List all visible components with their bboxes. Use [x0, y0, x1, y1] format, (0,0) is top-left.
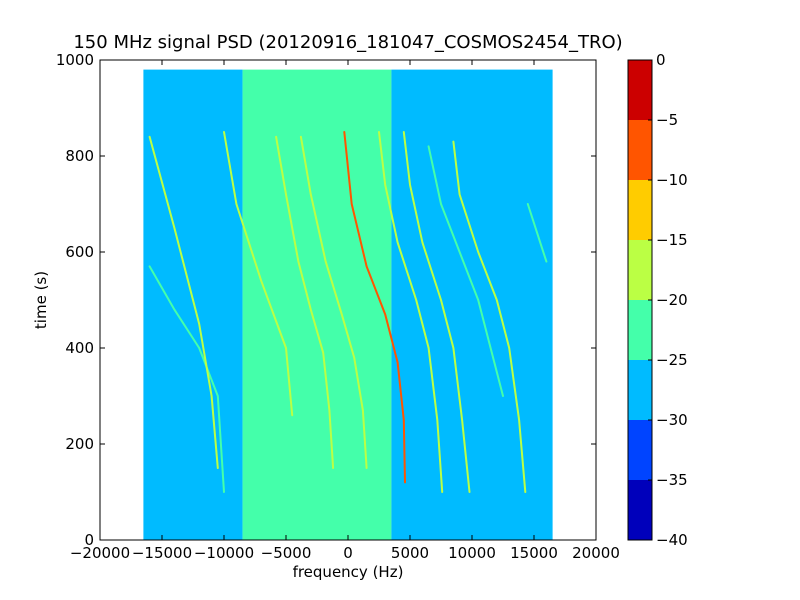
signal-trace [148, 265, 225, 493]
heatmap-region [242, 69, 392, 540]
signal-trace [148, 135, 219, 469]
signal-trace [223, 131, 294, 417]
colorbar-tick-label: −10 [656, 171, 688, 189]
y-axis-label: time (s) [32, 271, 50, 329]
x-tick-label: 15000 [510, 544, 558, 562]
heatmap-region [391, 69, 553, 540]
colorbar-band [628, 240, 652, 300]
y-tick-label: 800 [65, 147, 94, 165]
colorbar-tick-label: −35 [656, 471, 688, 489]
x-axis-label: frequency (Hz) [293, 563, 404, 581]
signal-trace [452, 140, 527, 493]
x-tick-label: 10000 [448, 544, 496, 562]
x-tick-label: −5000 [261, 544, 312, 562]
colorbar-band [628, 480, 652, 540]
colorbar-tick-label: −5 [656, 111, 678, 129]
signal-trace [343, 131, 406, 484]
y-tick-label: 400 [65, 339, 94, 357]
colorbar: 0 −5 −10 −15 −20 −25 −30 −35 −40 [627, 51, 688, 549]
y-tick-label: 0 [84, 531, 94, 549]
signal-trace [402, 131, 471, 493]
x-tick-label: −10000 [194, 544, 254, 562]
x-tick-label: 0 [343, 544, 353, 562]
colorbar-tick-label: −20 [656, 291, 688, 309]
heatmap [143, 69, 553, 540]
signal-trace [378, 131, 444, 493]
signal-trace [299, 135, 368, 469]
signal-trace [275, 135, 335, 469]
chart-title: 150 MHz signal PSD (20120916_181047_COSM… [73, 32, 622, 53]
colorbar-tick-label: 0 [656, 51, 666, 69]
y-axis: 0 200 400 600 800 1000 [56, 51, 596, 549]
colorbar-band [628, 120, 652, 180]
x-tick-label: 20000 [572, 544, 620, 562]
x-axis: −20000 −15000 −10000 −5000 0 5000 10000 15000 20… [70, 60, 620, 562]
x-tick-label: 5000 [391, 544, 429, 562]
colorbar-band [628, 360, 652, 420]
signal-trace [427, 145, 504, 397]
colorbar-band [628, 420, 652, 480]
colorbar-tick-label: −25 [656, 351, 688, 369]
signal-trace [526, 203, 548, 263]
x-tick-label: −15000 [132, 544, 192, 562]
colorbar-tick-label: −40 [656, 531, 688, 549]
y-tick-label: 1000 [56, 51, 94, 69]
colorbar-band [628, 60, 652, 120]
colorbar-tick-label: −30 [656, 411, 688, 429]
plot-area: −20000 −15000 −10000 −5000 0 5000 10000 15000 20… [56, 51, 620, 562]
colorbar-band [628, 180, 652, 240]
y-tick-label: 600 [65, 243, 94, 261]
x-tick-label: −20000 [70, 544, 130, 562]
colorbar-tick-label: −15 [656, 231, 688, 249]
colorbar-band [628, 300, 652, 360]
heatmap-region [143, 69, 243, 540]
y-tick-label: 200 [65, 435, 94, 453]
